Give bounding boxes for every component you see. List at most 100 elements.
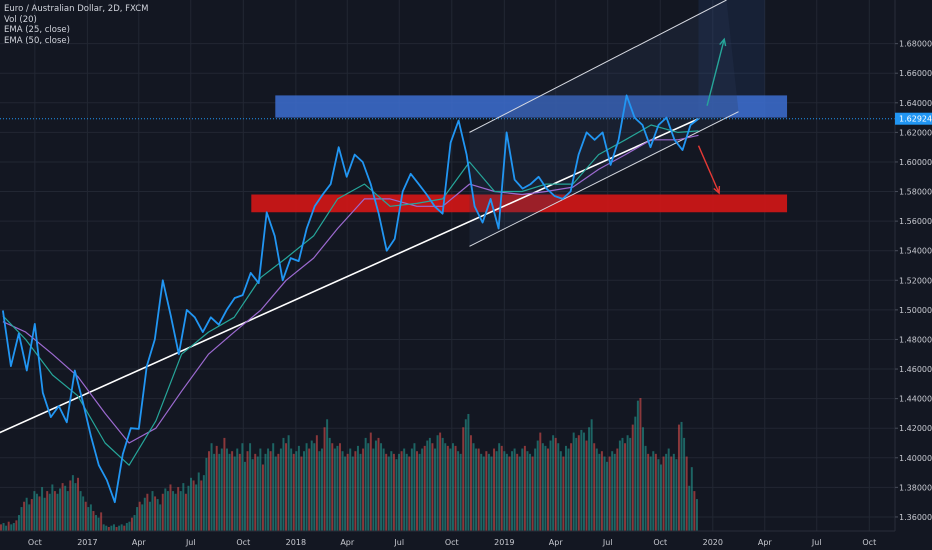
volume-bar [544, 445, 547, 531]
volume-bar [110, 525, 113, 531]
volume-bar [213, 453, 216, 531]
volume-bar [315, 435, 318, 531]
last-price-badge [895, 112, 932, 125]
price-tick-label: 1.52000 [899, 276, 932, 285]
volume-bar [112, 524, 115, 531]
ema-slow-line [2, 134, 699, 444]
arrow-up [706, 39, 725, 106]
volume-bar [608, 456, 611, 531]
volume-bar [290, 448, 293, 531]
volume-bar [469, 435, 472, 531]
volume-bar [449, 448, 452, 531]
time-tick-label: Jul [393, 538, 404, 547]
volume-bar [467, 413, 470, 531]
price-tick-label: 1.40000 [899, 454, 932, 463]
volume-bar [64, 485, 67, 531]
volume-bar [243, 461, 246, 531]
volume-bar [28, 504, 31, 531]
volume-bar [102, 524, 105, 531]
volume-bar [446, 445, 449, 531]
volume-bar [236, 448, 239, 531]
price-axis [895, 0, 932, 550]
volume-bar [454, 445, 457, 531]
volume-bar [61, 483, 64, 531]
volume-bar [208, 451, 210, 531]
volume-bar [364, 437, 367, 531]
volume-bar [531, 456, 534, 531]
volume-bar [200, 480, 203, 531]
volume-bar [274, 456, 277, 531]
volume-bar [56, 493, 59, 531]
volume-bar [462, 427, 465, 531]
price-tick-label: 1.68000 [899, 40, 932, 49]
volume-bar [87, 507, 90, 531]
volume-bar [148, 501, 151, 531]
legend-ema-slow[interactable]: EMA (50, close) [4, 35, 70, 46]
volume-bar [539, 432, 542, 531]
volume-bar [169, 484, 172, 531]
volume-bar [123, 525, 126, 531]
volume-bar [128, 521, 131, 531]
volume-bar [621, 437, 624, 531]
volume-bar [233, 456, 236, 531]
time-tick-label: Apr [132, 538, 147, 547]
volume-bar [693, 491, 696, 531]
volume-bar [500, 445, 503, 531]
volume-bar [205, 457, 208, 531]
volume-bar [580, 429, 583, 531]
volume-bar [259, 448, 262, 531]
volume-bar [74, 483, 77, 531]
volume-bar [585, 440, 588, 531]
volume-bar [238, 453, 241, 531]
volume-bar [677, 424, 680, 531]
volume-bar [41, 487, 44, 531]
volume-bar [680, 421, 683, 531]
volume-bar [439, 432, 442, 531]
volume-bar [639, 398, 642, 531]
volume-bar [685, 456, 688, 531]
volume-bar [277, 453, 280, 531]
volume-bar [457, 451, 460, 531]
volume-bar [616, 448, 619, 531]
ema-fast-line [2, 124, 699, 466]
legend-volume[interactable]: Vol (20) [4, 14, 37, 25]
volume-bar [305, 443, 308, 531]
volume-bar [23, 501, 26, 531]
volume-bar [459, 453, 462, 531]
volume-bar [380, 443, 383, 531]
volume-bar [197, 472, 200, 531]
price-tick-label: 1.44000 [899, 395, 932, 404]
legend-symbol[interactable]: Euro / Australian Dollar, 2D, FXCM [4, 4, 149, 14]
volume-bar [66, 491, 69, 531]
volume-bar [665, 453, 668, 531]
volume-bar [51, 484, 54, 531]
volume-bar [310, 440, 313, 531]
volume-bar [249, 443, 252, 531]
volume-bar [354, 451, 357, 531]
volume-bar [220, 448, 223, 531]
time-tick-label: 2017 [77, 538, 97, 547]
volume-bar [487, 453, 490, 531]
volume-bar [321, 448, 323, 531]
volume-bar [195, 484, 198, 531]
volume-bar [138, 501, 141, 531]
volume-bar [667, 448, 670, 531]
volume-bar [593, 443, 596, 531]
volume-bar [521, 448, 524, 531]
volume-bar [251, 459, 254, 531]
volume-bar [231, 451, 234, 531]
volume-bar [618, 440, 621, 531]
channel-lower-line [469, 111, 739, 247]
volume-bar [480, 453, 483, 531]
volume-bar [172, 491, 175, 531]
volume-bar [48, 493, 51, 531]
volume-bar [529, 453, 531, 531]
volume-bar [431, 443, 434, 531]
volume-bar [652, 451, 655, 531]
channel-upper-line [469, 0, 727, 133]
volume-bar [295, 451, 298, 531]
legend-ema-fast[interactable]: EMA (25, close) [4, 25, 70, 35]
volume-bar [71, 475, 74, 531]
